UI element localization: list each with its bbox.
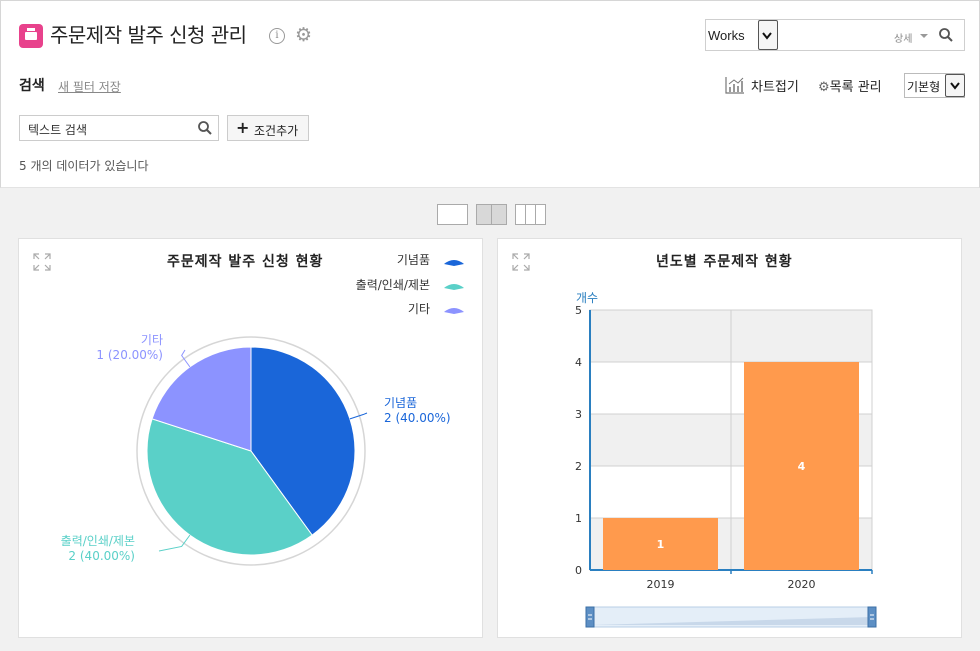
chart-icon xyxy=(725,77,744,94)
chevron-down-icon xyxy=(762,32,772,40)
y-axis-label: 개수 xyxy=(576,291,598,305)
add-condition-label: 조건추가 xyxy=(254,124,299,138)
pie-leader-line xyxy=(158,534,191,552)
save-filter-link[interactable]: 새 필터 저장 xyxy=(58,80,121,94)
layout-3col-button[interactable] xyxy=(515,204,546,225)
bar xyxy=(603,518,718,570)
bar xyxy=(744,362,859,570)
pie-slice-name: 출력/인쇄/제본 xyxy=(61,534,135,548)
pie-slice-value-label: 1 (20.00%) xyxy=(96,348,163,362)
y-tick-label: 1 xyxy=(575,512,582,525)
navigator-shape xyxy=(590,617,872,625)
legend-item: 기념품 xyxy=(396,253,430,267)
layout-1col-button[interactable] xyxy=(437,204,468,225)
view-type-label: 기본형 xyxy=(907,80,941,94)
search-scope-label: Works xyxy=(708,28,745,43)
legend-swatch xyxy=(444,284,464,290)
search-icon[interactable] xyxy=(197,120,213,136)
y-tick-label: 3 xyxy=(575,408,582,421)
pie-leader-line xyxy=(349,412,368,420)
pie-slice xyxy=(250,346,356,536)
search-icon[interactable] xyxy=(938,27,954,43)
info-icon[interactable]: i xyxy=(269,28,285,44)
bar-chart-panel: 년도별 주문제작 현황 0 1 2 3 4 5 개수 1 2019 4 2020 xyxy=(497,238,962,638)
range-navigator xyxy=(585,606,877,628)
plus-icon: + xyxy=(236,118,250,137)
text-search-placeholder: 텍스트 검색 xyxy=(28,123,88,137)
chart-fold-label: 차트접기 xyxy=(751,80,799,95)
bar-value-label: 4 xyxy=(798,460,806,473)
x-tick-label: 2019 xyxy=(647,578,675,591)
pie-slice-name: 기념품 xyxy=(384,396,417,410)
pie-slice-value-label: 2 (40.00%) xyxy=(68,549,135,563)
y-tick-label: 2 xyxy=(575,460,582,473)
bar-value-label: 1 xyxy=(657,538,665,551)
navigator-handle xyxy=(585,606,595,628)
x-tick-label: 2020 xyxy=(788,578,816,591)
chevron-down-icon xyxy=(950,82,960,90)
view-type-select[interactable]: 기본형 xyxy=(904,73,965,98)
y-tick-label: 4 xyxy=(575,356,582,369)
view-type-dropdown[interactable] xyxy=(945,74,965,97)
result-count: 5 개의 데이터가 있습니다 xyxy=(19,159,149,173)
bar-chart: 0 1 2 3 4 5개수 1 2019 4 2020 xyxy=(575,291,877,628)
legend-item: 기타 xyxy=(407,302,430,316)
search-scope-dropdown[interactable] xyxy=(758,20,778,50)
y-tick-label: 5 xyxy=(575,304,582,317)
list-manage-button[interactable]: ⚙목록 관리 xyxy=(818,76,882,95)
pie-chart-title: 주문제작 발주 신청 현황 xyxy=(167,254,324,270)
bar-chart-title: 년도별 주문제작 현황 xyxy=(656,254,793,270)
legend-item: 출력/인쇄/제본 xyxy=(355,278,430,292)
app-inbox-icon xyxy=(19,24,43,48)
detail-search-toggle[interactable]: 상세 xyxy=(894,34,913,45)
pie-leader-line xyxy=(181,349,191,368)
global-search-box[interactable]: Works 상세 xyxy=(705,19,965,51)
search-section-label: 검색 xyxy=(19,78,45,94)
pie-slice-value-label: 2 (40.00%) xyxy=(384,411,451,425)
text-search-input[interactable]: 텍스트 검색 xyxy=(19,115,219,141)
header-area: 주문제작 발주 신청 관리 i ⚙ Works 상세 검색 새 필터 저장 차트… xyxy=(0,0,980,188)
page-title: 주문제작 발주 신청 관리 xyxy=(50,23,247,47)
caret-down-icon xyxy=(920,34,928,38)
gear-icon[interactable]: ⚙ xyxy=(295,24,313,46)
legend-swatch xyxy=(444,308,464,314)
y-tick-label: 0 xyxy=(575,564,582,577)
pie-slice xyxy=(146,418,313,556)
expand-icon[interactable] xyxy=(512,253,530,271)
legend-swatch xyxy=(444,260,464,266)
pie-slice-name: 기타 xyxy=(141,333,163,347)
add-condition-button[interactable]: + 조건추가 xyxy=(227,115,309,141)
expand-icon[interactable] xyxy=(33,253,51,271)
list-manage-label: 목록 관리 xyxy=(829,80,882,95)
navigator-handle xyxy=(867,606,877,628)
gear-small-icon: ⚙ xyxy=(818,80,830,95)
layout-2col-button[interactable] xyxy=(476,204,507,225)
pie-chart-panel: 주문제작 발주 신청 현황 기념품 출력/인쇄/제본 기타 기념품 2 (40.0… xyxy=(18,238,483,638)
